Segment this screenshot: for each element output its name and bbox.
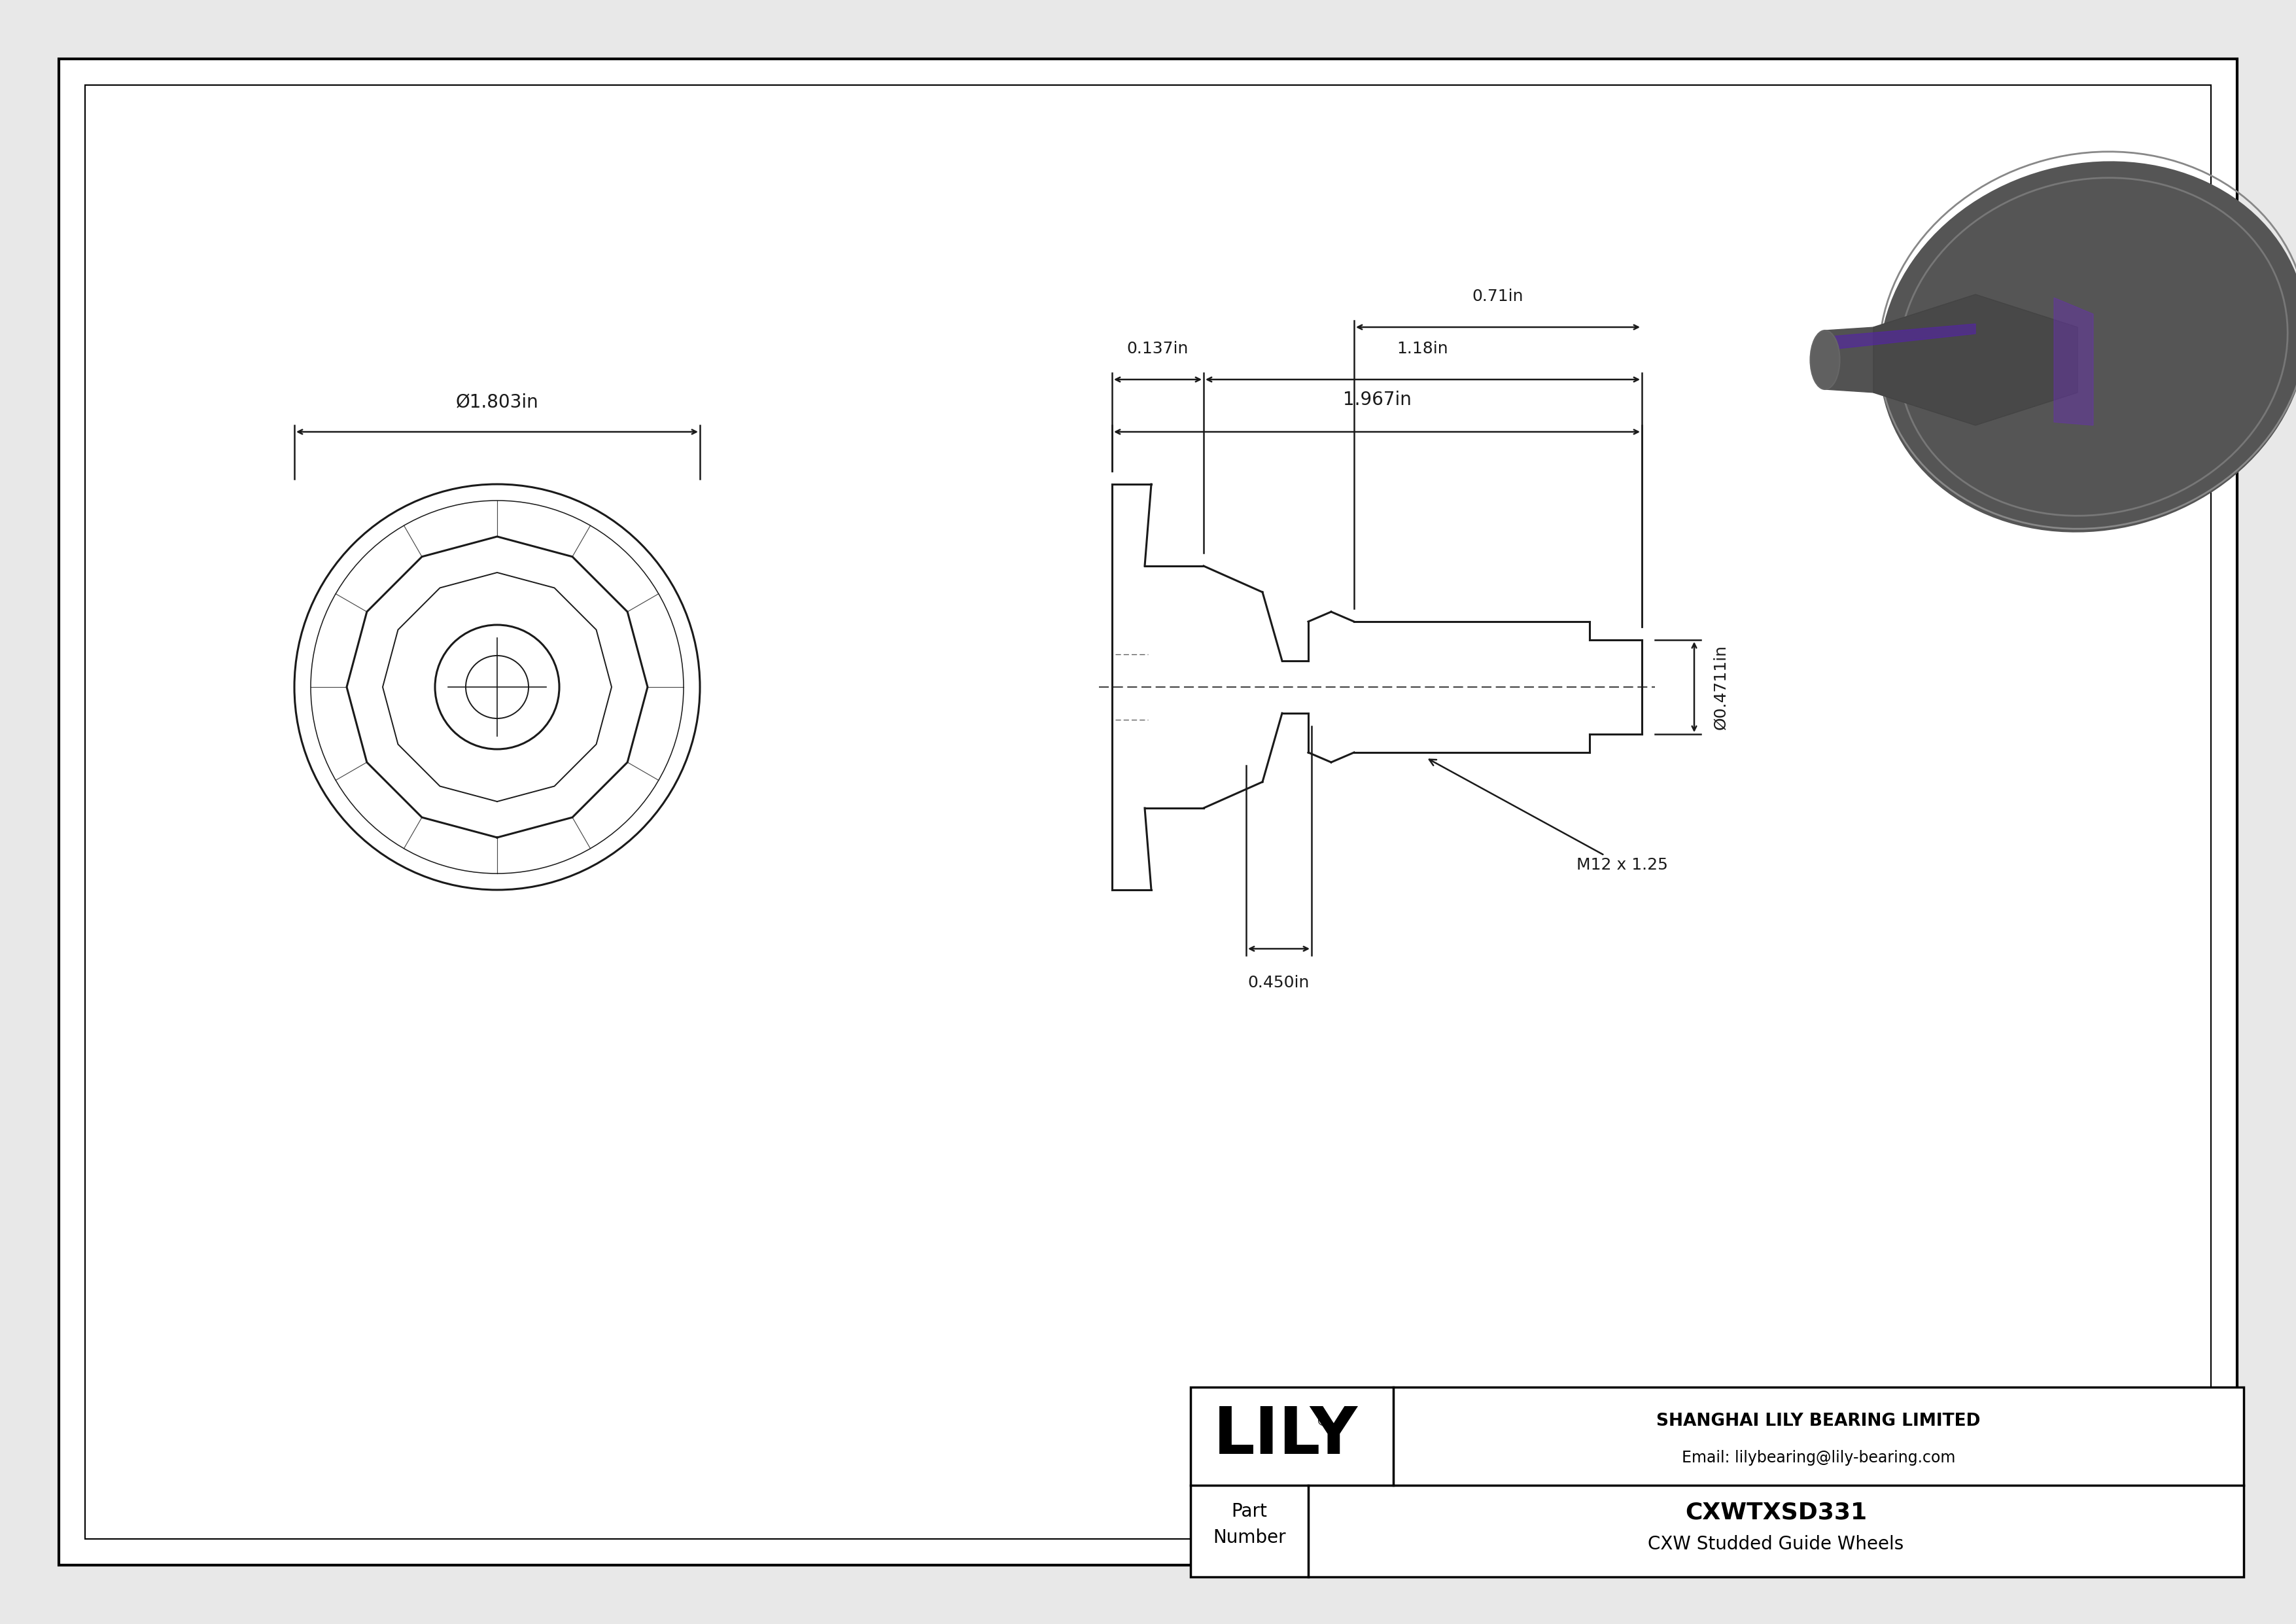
Text: CXW Studded Guide Wheels: CXW Studded Guide Wheels [1649,1535,1903,1553]
Ellipse shape [1880,161,2296,533]
Text: 0.137in: 0.137in [1127,341,1189,357]
Text: M12 x 1.25: M12 x 1.25 [1428,760,1667,872]
Text: ®: ® [1316,1415,1332,1429]
Text: 0.71in: 0.71in [1472,289,1525,304]
Polygon shape [1825,323,1975,351]
Ellipse shape [1809,330,1839,390]
Text: 1.18in: 1.18in [1396,341,1449,357]
Text: 0.450in: 0.450in [1249,974,1309,991]
Polygon shape [1825,320,1975,400]
Text: LILY: LILY [1212,1405,1357,1468]
Polygon shape [2055,297,2094,425]
Text: Part: Part [1231,1502,1267,1520]
Text: Ø0.4711in: Ø0.4711in [1713,645,1729,729]
Text: Number: Number [1212,1528,1286,1546]
Text: Email: lilybearing@lily-bearing.com: Email: lilybearing@lily-bearing.com [1681,1450,1956,1465]
Bar [85,84,2211,1540]
Text: 1.967in: 1.967in [1343,391,1412,409]
Bar [1192,1387,2243,1577]
Polygon shape [1874,294,2078,425]
Text: Ø1.803in: Ø1.803in [455,393,540,411]
Text: SHANGHAI LILY BEARING LIMITED: SHANGHAI LILY BEARING LIMITED [1655,1413,1981,1429]
Text: CXWTXSD331: CXWTXSD331 [1685,1502,1867,1523]
